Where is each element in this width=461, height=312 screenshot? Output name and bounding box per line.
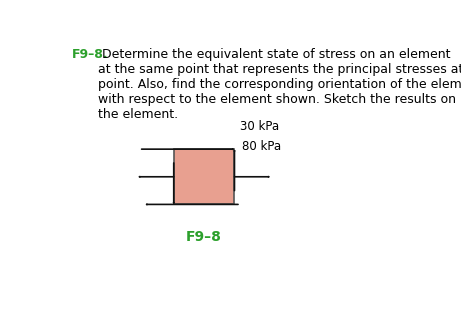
Text: Determine the equivalent state of stress on an element
at the same point that re: Determine the equivalent state of stress… bbox=[98, 48, 461, 121]
Text: F9–8: F9–8 bbox=[186, 230, 222, 244]
Bar bbox=[174, 149, 235, 204]
Text: F9–8.: F9–8. bbox=[71, 48, 108, 61]
Text: 80 kPa: 80 kPa bbox=[242, 140, 281, 153]
Text: 30 kPa: 30 kPa bbox=[240, 120, 279, 133]
